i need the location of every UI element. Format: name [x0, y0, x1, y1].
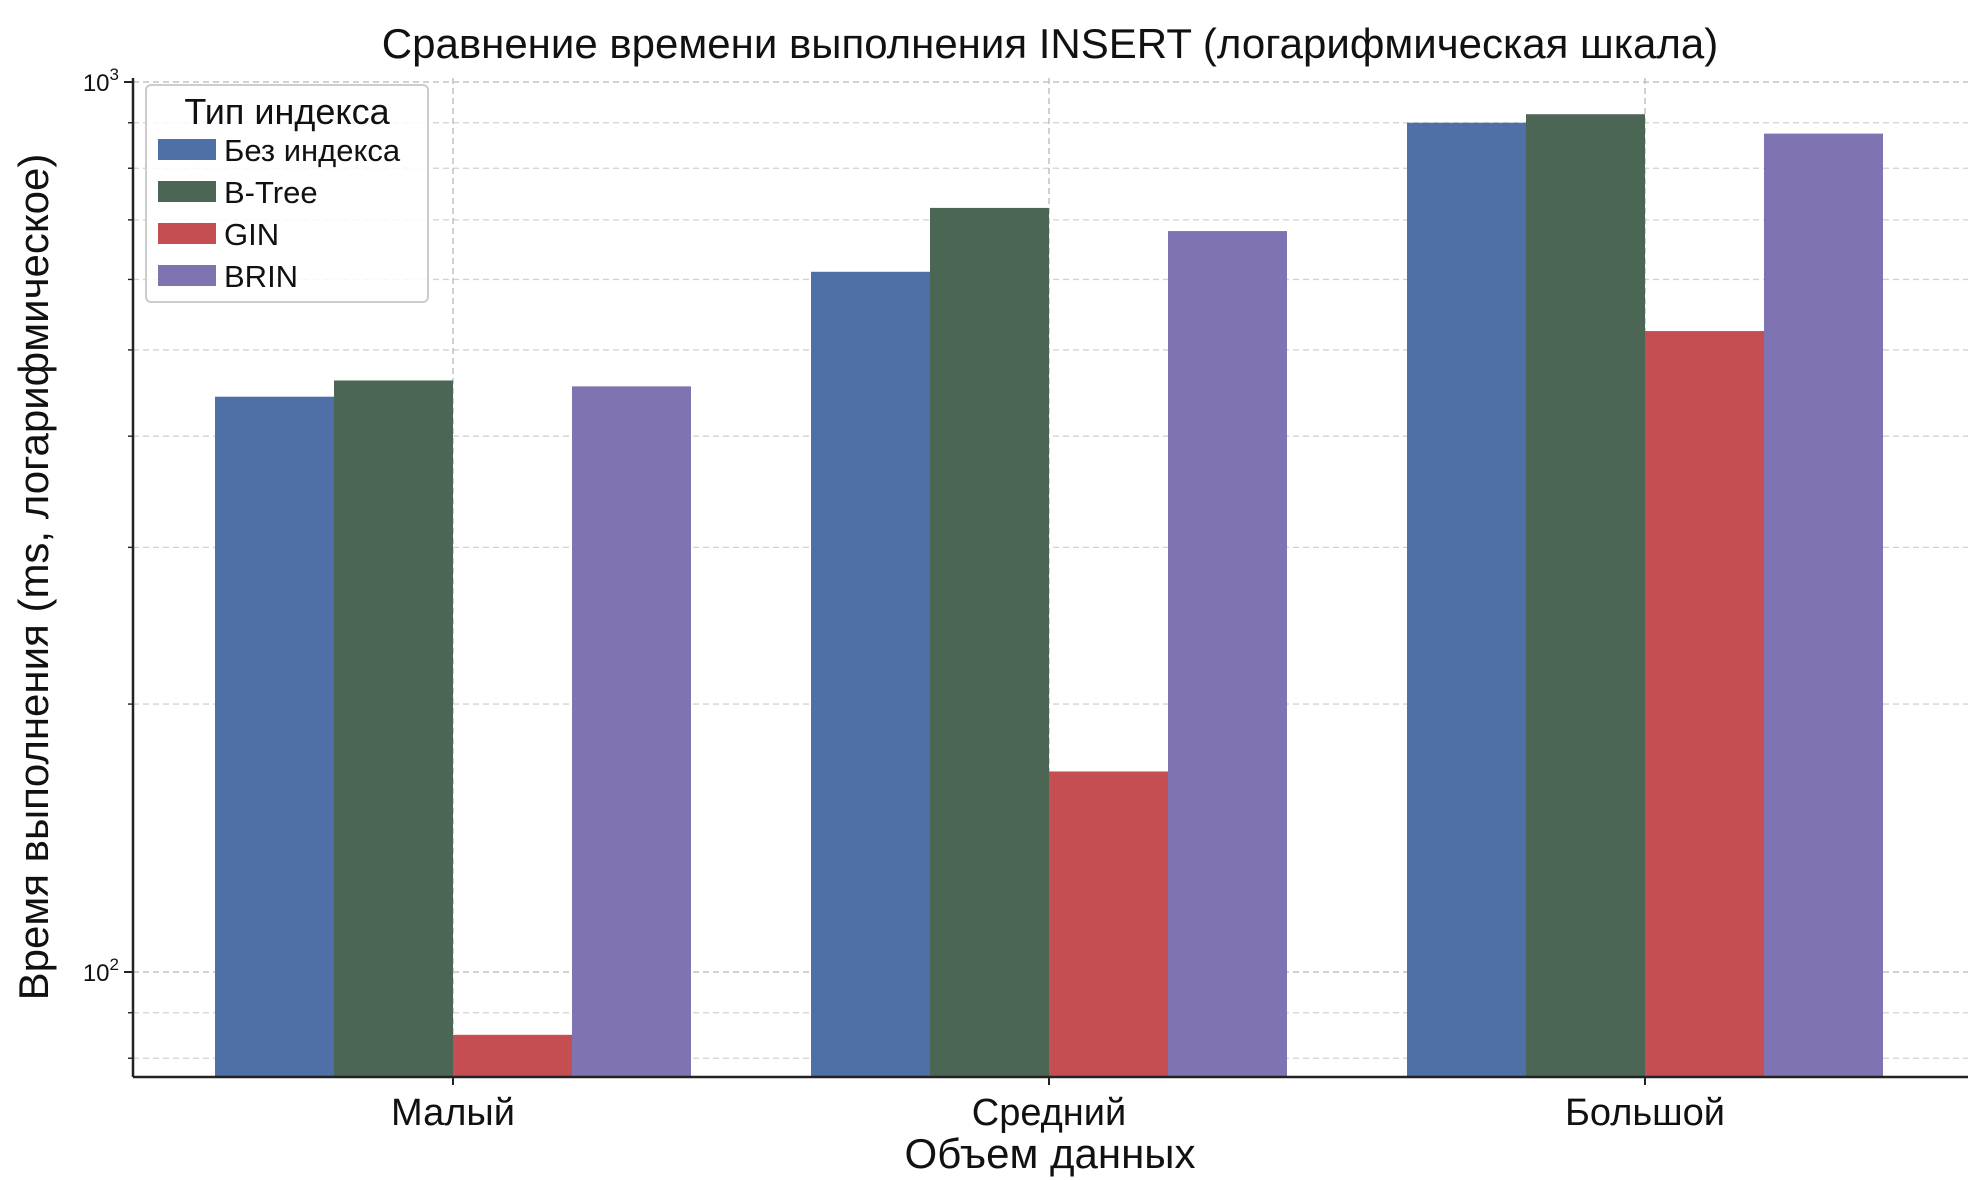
y-tick-base: 10: [83, 960, 110, 987]
bar: [1168, 231, 1287, 1077]
legend-label: GIN: [224, 217, 279, 252]
axes: [131, 78, 1968, 1079]
legend-title: Тип индекса: [184, 91, 390, 132]
legend-label: Без индекса: [224, 133, 401, 168]
x-axis-label: Объем данных: [905, 1130, 1196, 1177]
y-tick-base: 10: [83, 70, 110, 97]
legend-swatch: [158, 139, 216, 160]
y-tick-exponent: 3: [110, 65, 119, 84]
bar: [215, 396, 334, 1077]
x-tick-label: Средний: [972, 1092, 1127, 1134]
y-tick-label: 102: [83, 955, 119, 987]
legend-frame: [145, 84, 429, 303]
legend-label: B-Tree: [224, 175, 318, 210]
legend-swatch: [158, 265, 216, 286]
legend-label: BRIN: [224, 259, 298, 294]
bar: [1049, 771, 1168, 1077]
bar: [1645, 331, 1764, 1077]
x-tick-label: Малый: [391, 1092, 515, 1134]
bar: [930, 207, 1049, 1077]
bars: [215, 114, 1883, 1078]
chart-title: Сравнение времени выполнения INSERT (лог…: [382, 20, 1718, 67]
bar: [1407, 122, 1526, 1077]
legend: Тип индекса Без индекса B-Tree GIN BRIN: [145, 84, 429, 303]
bar: [1764, 133, 1883, 1077]
legend-swatch: [158, 223, 216, 244]
y-axis-label: Время выполнения (ms, логарифмическое): [10, 154, 57, 1001]
bar: [1526, 114, 1645, 1078]
bar: [334, 380, 453, 1077]
y-tick-exponent: 2: [110, 955, 119, 974]
y-tick-label: 103: [83, 65, 119, 97]
legend-swatch: [158, 181, 216, 202]
bar: [811, 271, 930, 1077]
bar: [453, 1034, 572, 1077]
x-tick-label: Большой: [1565, 1092, 1725, 1134]
bar: [572, 386, 691, 1077]
